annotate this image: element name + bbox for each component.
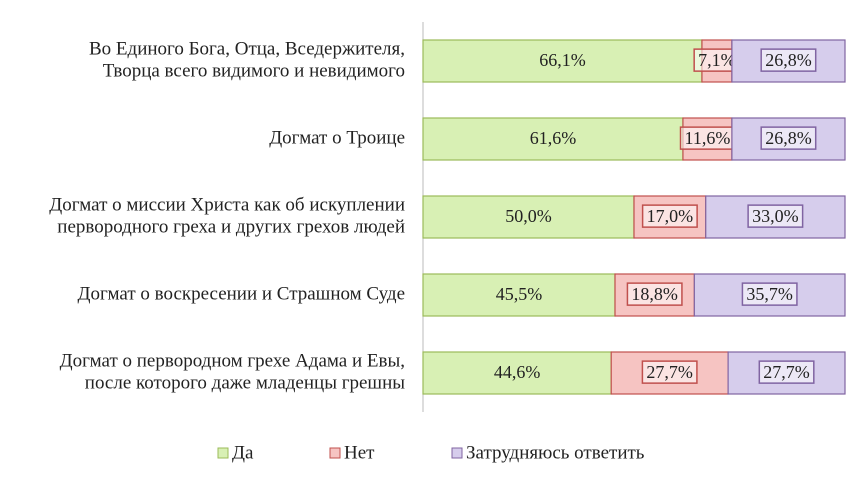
value-label-box	[741, 282, 798, 306]
value-label: 44,6%	[494, 362, 541, 382]
value-label: 26,8%	[765, 128, 812, 148]
category-label: Догмат о воскресении и Страшном Суде	[78, 283, 406, 304]
category-label: Во Единого Бога, Отца, Вседержителя,	[89, 38, 405, 59]
category-label: Догмат о Троице	[269, 127, 405, 148]
value-label: 50,0%	[505, 206, 552, 226]
legend-swatch	[217, 447, 229, 459]
bar-segment	[731, 39, 846, 83]
value-label-box	[626, 282, 683, 306]
value-label: 61,6%	[530, 128, 577, 148]
category-label: первородного греха и других грехов людей	[57, 216, 405, 237]
value-label: 33,0%	[752, 206, 799, 226]
legend-swatch	[451, 447, 463, 459]
value-label-box	[641, 360, 698, 384]
value-label: 18,8%	[631, 284, 678, 304]
category-label: Догмат о миссии Христа как об искуплении	[49, 194, 405, 215]
category-label: Догмат о первородном грехе Адама и Евы,	[60, 350, 405, 371]
bar-segment	[422, 351, 612, 395]
bar-segment	[422, 273, 616, 317]
value-label: 35,7%	[746, 284, 793, 304]
legend-label: Нет	[344, 442, 375, 463]
value-label-box	[758, 360, 815, 384]
value-label-box	[747, 204, 804, 228]
value-label: 27,7%	[763, 362, 810, 382]
legend-label: Да	[232, 442, 254, 463]
value-label: 26,8%	[765, 50, 812, 70]
value-label-box	[641, 204, 698, 228]
legend-swatch	[329, 447, 341, 459]
value-label-box	[760, 126, 817, 150]
value-label-box	[760, 48, 817, 72]
value-label: 27,7%	[646, 362, 693, 382]
category-label: после которого даже младенцы грешны	[85, 372, 405, 393]
bar-segment	[422, 117, 684, 161]
value-label: 7,1%	[698, 50, 736, 70]
value-label: 66,1%	[539, 50, 586, 70]
category-label: Творца всего видимого и невидимого	[103, 60, 405, 81]
bar-segment	[422, 195, 635, 239]
value-label: 17,0%	[647, 206, 694, 226]
value-label: 11,6%	[685, 128, 731, 148]
value-label: 45,5%	[496, 284, 543, 304]
legend-label: Затрудняюсь ответить	[466, 442, 645, 463]
